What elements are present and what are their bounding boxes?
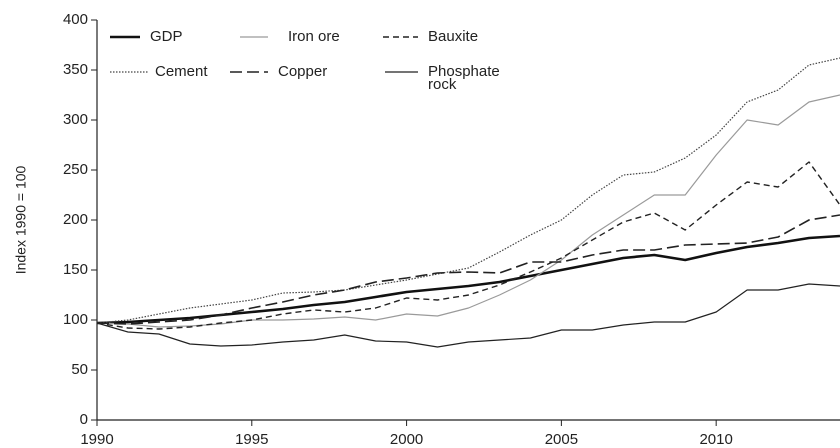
- legend-label: Bauxite: [428, 28, 479, 45]
- legend-label: Iron ore: [288, 28, 340, 45]
- x-tick-label: 2010: [699, 431, 732, 448]
- series-line: [96, 283, 840, 348]
- y-tick-label: 150: [63, 261, 88, 278]
- y-tick-label: 200: [63, 211, 88, 228]
- legend-label: Cement: [155, 63, 208, 80]
- series-line: [96, 234, 840, 325]
- series-line: [96, 94, 840, 328]
- y-tick-label: 0: [80, 411, 88, 428]
- legend-label: GDP: [150, 28, 183, 45]
- y-tick-label: 100: [63, 311, 88, 328]
- y-tick-label: 300: [63, 111, 88, 128]
- y-axis-label: Index 1990 = 100: [13, 165, 29, 274]
- y-tick-label: 50: [71, 361, 88, 378]
- x-tick-label: 1990: [80, 431, 113, 448]
- series-line: [96, 57, 840, 324]
- y-tick-label: 350: [63, 61, 88, 78]
- x-tick-label: 2000: [390, 431, 423, 448]
- series-line: [96, 161, 840, 330]
- y-tick-label: 250: [63, 161, 88, 178]
- series-line: [96, 214, 840, 325]
- legend-label: Phosphate rock: [428, 63, 500, 93]
- x-tick-label: 2005: [545, 431, 578, 448]
- x-tick-label: 1995: [235, 431, 268, 448]
- y-tick-label: 400: [63, 11, 88, 28]
- legend-label: Copper: [278, 63, 328, 80]
